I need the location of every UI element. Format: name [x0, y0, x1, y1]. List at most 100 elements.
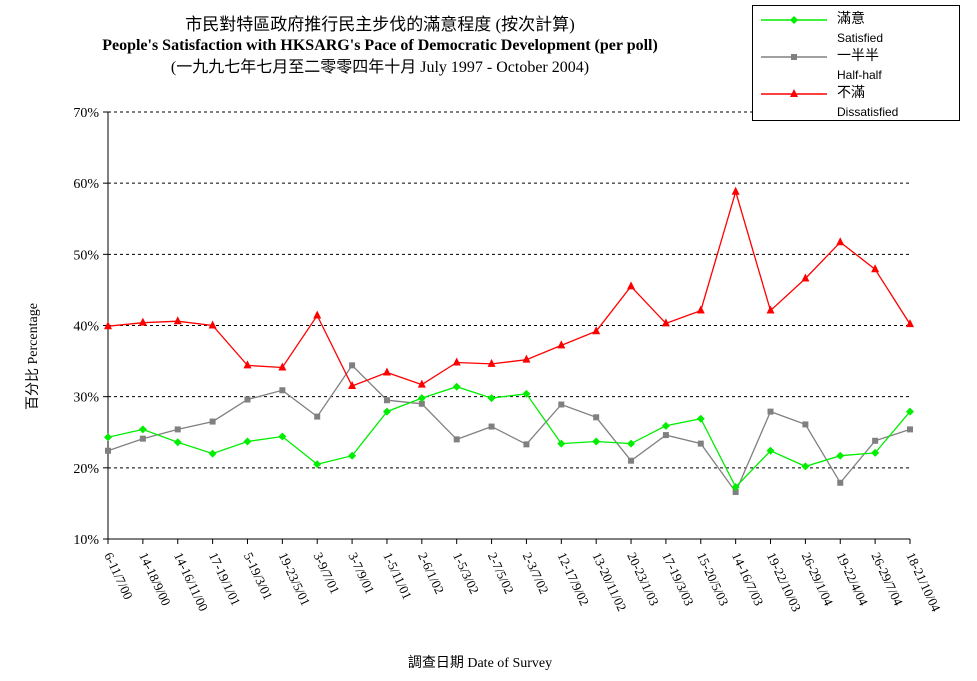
legend-label-half-half-en: Half-half	[837, 68, 882, 82]
data-point-half-half	[662, 432, 669, 439]
x-tick-label: 19-22/10/03	[764, 550, 804, 614]
data-point-half-half	[593, 414, 600, 421]
y-tick-label: 30%	[73, 391, 99, 406]
data-point-dissatisfied	[208, 320, 217, 329]
x-tick-label: 1-5/11/01	[380, 550, 415, 602]
data-point-dissatisfied	[313, 310, 322, 319]
y-tick-label: 40%	[73, 320, 99, 335]
data-point-satisfied	[557, 439, 566, 448]
data-point-dissatisfied	[243, 360, 252, 369]
data-point-dissatisfied	[696, 305, 705, 314]
data-point-dissatisfied	[138, 317, 147, 326]
data-point-half-half	[872, 437, 879, 444]
legend-label-dissatisfied-zh: 不滿	[837, 86, 865, 101]
data-point-dissatisfied	[348, 380, 357, 389]
data-point-dissatisfied	[173, 316, 182, 325]
x-tick-label: 26-29/1/04	[799, 550, 837, 608]
data-point-satisfied	[766, 446, 775, 455]
x-tick-label: 13-20/11/02	[589, 550, 629, 614]
x-tick-label: 6-11/7/00	[101, 550, 136, 602]
data-point-satisfied	[208, 449, 217, 458]
data-point-half-half	[837, 479, 844, 486]
data-point-satisfied	[348, 451, 357, 460]
x-tick-label: 1-5/3/02	[450, 550, 482, 596]
data-point-half-half	[418, 400, 425, 407]
data-point-satisfied	[522, 389, 531, 398]
data-point-satisfied	[627, 439, 636, 448]
x-tick-label: 2-3/7/02	[520, 550, 552, 596]
y-axis-label: 百分比 Percentage	[26, 303, 41, 410]
y-tick-label: 50%	[73, 248, 99, 263]
data-point-half-half	[523, 441, 530, 448]
data-point-dissatisfied	[104, 321, 112, 330]
x-tick-label: 12-17/9/02	[555, 550, 593, 608]
data-point-half-half	[174, 426, 181, 433]
x-tick-label: 14-16/7/03	[729, 550, 767, 608]
data-point-satisfied	[313, 460, 322, 469]
data-point-half-half	[907, 426, 913, 433]
x-tick-label: 2-6/1/02	[415, 550, 447, 596]
data-point-satisfied	[173, 438, 182, 447]
data-point-half-half	[767, 408, 774, 415]
data-point-satisfied	[104, 433, 112, 442]
x-tick-label: 17-19/3/03	[659, 550, 697, 608]
x-tick-label: 5-19/3/01	[241, 550, 276, 602]
chart-title: 市民對特區政府推行民主步伐的滿意程度 (按次計算)	[185, 15, 575, 34]
legend-item-satisfied: 滿意 Satisfied	[753, 12, 959, 48]
series-line-half-half	[107, 364, 911, 494]
x-tick-label: 15-20/5/03	[694, 550, 732, 608]
legend-swatch-satisfied	[761, 16, 827, 24]
data-point-half-half	[279, 387, 286, 394]
data-point-half-half	[383, 397, 390, 404]
legend-swatch-half-half	[761, 54, 827, 60]
y-tick-label: 60%	[73, 177, 99, 192]
chart-subtitle: People's Satisfaction with HKSARG's Pace…	[102, 37, 658, 54]
data-point-dissatisfied	[382, 367, 391, 376]
legend-label-half-half-zh: 一半半	[837, 49, 879, 64]
x-tick-label: 3-9/7/01	[310, 550, 342, 596]
legend-item-dissatisfied: 不滿 Dissatisfied	[753, 86, 959, 122]
data-point-half-half	[802, 421, 809, 428]
data-point-dissatisfied	[557, 340, 566, 349]
legend-item-half-half: 一半半 Half-half	[753, 49, 959, 85]
x-tick-label: 19-23/5/01	[276, 550, 314, 608]
series-line-satisfied	[107, 386, 911, 489]
data-point-dissatisfied	[661, 318, 670, 327]
series-line-dissatisfied	[107, 189, 911, 387]
x-tick-label: 14-18/9/00	[136, 550, 174, 608]
data-point-half-half	[349, 362, 356, 369]
legend: 滿意 Satisfied 一半半 Half-half 不滿 Dissatisfi…	[752, 5, 960, 121]
data-point-dissatisfied	[487, 358, 496, 367]
data-point-dissatisfied	[417, 379, 426, 388]
data-point-dissatisfied	[592, 326, 601, 335]
data-point-half-half	[209, 418, 216, 425]
data-point-satisfied	[661, 421, 670, 430]
data-point-dissatisfied	[906, 319, 914, 328]
data-point-half-half	[558, 401, 565, 408]
data-point-satisfied	[417, 394, 426, 403]
data-point-dissatisfied	[278, 362, 287, 371]
data-point-satisfied	[836, 451, 845, 460]
data-point-dissatisfied	[522, 354, 531, 363]
legend-swatch-dissatisfied	[761, 89, 827, 97]
data-point-satisfied	[278, 432, 287, 441]
data-point-satisfied	[906, 407, 914, 416]
x-axis-label: 調查日期 Date of Survey	[407, 656, 553, 671]
title-block: 市民對特區政府推行民主步伐的滿意程度 (按次計算) People's Satis…	[60, 14, 700, 79]
data-point-dissatisfied	[452, 357, 461, 366]
legend-label-satisfied-zh: 滿意	[837, 12, 865, 27]
data-point-dissatisfied	[627, 281, 636, 290]
x-tick-label: 17-19/1/01	[206, 550, 244, 608]
data-point-half-half	[105, 447, 111, 454]
data-point-half-half	[697, 440, 704, 447]
y-tick-label: 20%	[73, 462, 99, 477]
data-point-half-half	[488, 423, 495, 430]
data-point-half-half	[314, 413, 321, 420]
data-point-half-half	[732, 489, 739, 496]
data-point-satisfied	[487, 394, 496, 403]
legend-label-satisfied-en: Satisfied	[837, 31, 884, 45]
data-point-half-half	[628, 457, 635, 464]
data-point-satisfied	[801, 462, 810, 471]
data-point-satisfied	[731, 483, 740, 492]
